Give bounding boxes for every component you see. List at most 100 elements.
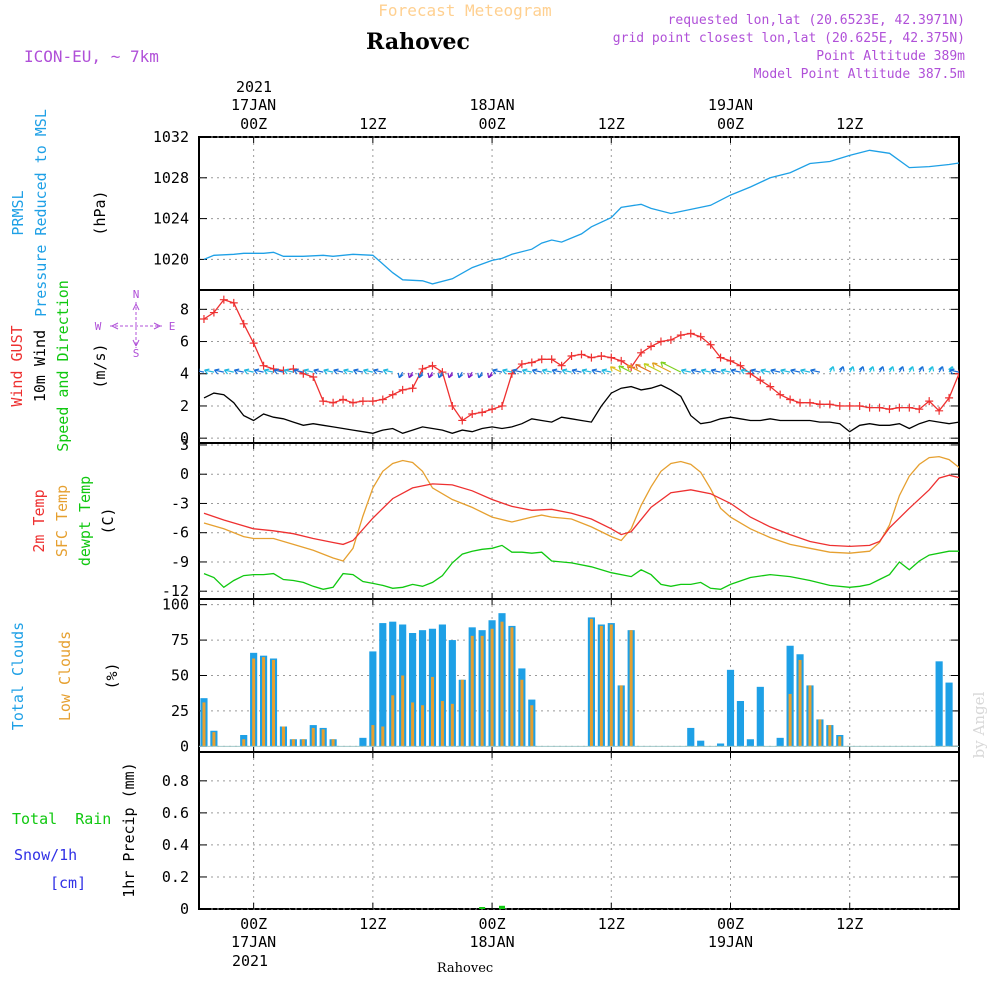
wind-arrow-icon [323, 368, 334, 375]
y-tick-label: -12 [162, 582, 189, 600]
wind-arrow-icon [333, 368, 344, 375]
wind-arrow-icon [720, 368, 731, 375]
wind-arrow-icon [918, 366, 925, 373]
wind-gust-marker [468, 410, 477, 419]
low-cloud-bar [440, 701, 444, 747]
rain-bar [479, 907, 486, 909]
compass-e: E [169, 320, 176, 333]
wind-arrow-icon [618, 365, 632, 373]
wind-arrow-icon [810, 368, 821, 375]
low-cloud-bar [480, 635, 484, 747]
top-hour-label: 12Z [359, 115, 386, 133]
bottom-hour-label: 00Z [240, 915, 267, 933]
chart-marks: 102010241028103202468-12-9-6-30302550751… [153, 96, 959, 951]
dew-title: dewpt Temp [76, 476, 94, 566]
wind-arrow-icon [949, 368, 959, 375]
low-cloud-bar [599, 625, 603, 747]
wind-gust-marker [448, 401, 457, 410]
pressure-unit: (hPa) [91, 190, 109, 235]
wind-gust-marker [309, 372, 318, 381]
total-cloud-bar [359, 737, 367, 747]
wind-gust-marker [716, 353, 725, 362]
wind-arrow-icon [243, 368, 254, 375]
wind-gust-marker [329, 398, 338, 407]
wind-gust-marker [348, 398, 357, 407]
low-cloud-bar [609, 624, 613, 747]
total-cloud-bar [369, 651, 377, 747]
bottom-hour-label: 00Z [479, 915, 506, 933]
wind-gust-marker [229, 298, 238, 307]
wind-direction-arrows [199, 361, 959, 379]
low-cloud-bar [371, 725, 375, 747]
bottom-hour-label: 12Z [598, 915, 625, 933]
wind-arrow-icon [233, 368, 244, 375]
wind-arrow-icon [263, 368, 274, 375]
cloud-bars [199, 613, 959, 747]
y-tick-label: 0.4 [162, 836, 189, 854]
wind-gust-marker [607, 353, 616, 362]
wind-arrow-icon [283, 368, 294, 375]
precip-axis-title: 1hr Precip (mm) [120, 762, 138, 897]
t2m-title: 2m Temp [30, 489, 48, 552]
wind-arrow-icon [780, 368, 791, 375]
total-cloud-bar [438, 624, 446, 747]
location-title: Rahovec [366, 29, 470, 55]
low-cloud-bar [450, 703, 454, 747]
sfc-temp-line [203, 455, 959, 562]
low-cloud-bar [391, 695, 395, 747]
wind-gust-marker [815, 400, 824, 409]
y-tick-label: -6 [171, 524, 189, 542]
wind-arrow-icon [790, 368, 801, 375]
wind-gust-marker [597, 352, 606, 361]
wind-arrow-icon [635, 363, 652, 373]
y-tick-label: 1032 [153, 128, 189, 146]
total-cloud-bar [736, 701, 745, 747]
wind-gust-marker [776, 390, 785, 399]
low-cloud-bar [321, 729, 325, 747]
wind-gust-marker [885, 405, 894, 414]
wind-gust-marker [647, 342, 656, 351]
wind-gust-marker [945, 393, 954, 402]
wind-arrow-icon [770, 368, 781, 375]
low-cloud-bar [490, 628, 494, 747]
wind-gust-group [199, 295, 959, 425]
wind-arrow-icon [601, 368, 612, 375]
product-title: Forecast Meteogram [378, 1, 551, 20]
wind-arrow-icon [609, 366, 622, 373]
wind-gust-marker [259, 361, 268, 370]
low-cloud-bar [430, 676, 434, 747]
y-tick-label: 2 [180, 397, 189, 415]
wind-arrow-icon [362, 368, 373, 375]
y-tick-label: 0.6 [162, 804, 189, 822]
wind-arrow-icon [541, 368, 552, 375]
wind-arrow-icon [700, 368, 711, 375]
prmsl-title: PRMSL [9, 190, 27, 235]
total-cloud-bar [716, 743, 725, 747]
prmsl-group [203, 149, 959, 285]
total-cloud-bar [697, 740, 705, 747]
wind-arrow-icon [512, 368, 523, 375]
wind-arrow-icon [888, 366, 895, 373]
wind-arrow-icon [447, 371, 454, 379]
wind-gust-marker [547, 355, 556, 364]
wind-gust-marker [845, 401, 854, 410]
top-date-label: 19JAN [708, 96, 753, 114]
wind-arrow-icon [417, 371, 424, 379]
low-cloud-bar [272, 659, 276, 747]
wind-gust-marker [905, 403, 914, 412]
wind-arrow-icon [353, 368, 364, 375]
low-cloud-bar [381, 726, 385, 747]
dewpt-temp-line [203, 544, 959, 590]
dewpt-temp-group [203, 544, 959, 590]
wind-gust-marker [935, 406, 944, 415]
wind-arrow-icon [680, 368, 691, 375]
wind-gust-marker [408, 384, 417, 393]
y-tick-label: 100 [162, 596, 189, 614]
model-name: ICON-EU, ~ 7km [24, 47, 159, 66]
bottom-date-label: 18JAN [469, 933, 514, 951]
wind-gust-marker [239, 319, 248, 328]
total-cloud-bar [756, 686, 764, 747]
low-cloud-bar [252, 658, 256, 747]
wind-arrow-icon [521, 368, 532, 375]
wind-gust-marker [567, 352, 576, 361]
